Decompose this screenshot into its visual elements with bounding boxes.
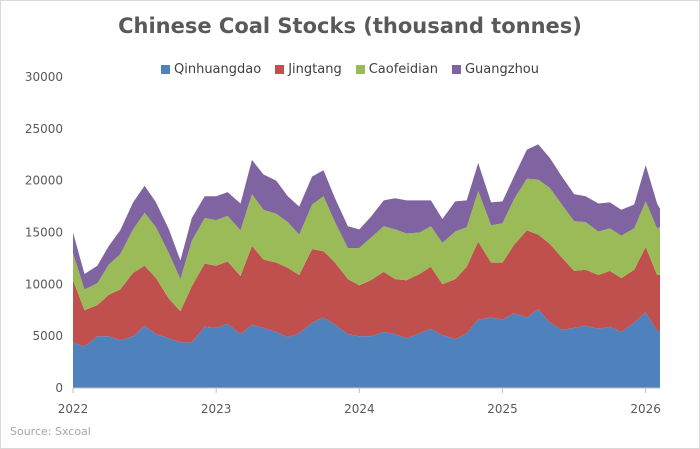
legend-swatch-guangzhou <box>451 65 461 74</box>
legend-item-guangzhou: Guangzhou <box>451 62 539 77</box>
y-tick-label: 0 <box>55 381 63 395</box>
chart-title: Chinese Coal Stocks (thousand tonnes) <box>118 14 582 38</box>
y-tick-label: 10000 <box>25 277 63 291</box>
x-tick-label: 2025 <box>487 402 518 416</box>
y-tick-label: 15000 <box>25 226 63 240</box>
y-tick-label: 20000 <box>25 174 63 188</box>
legend-swatch-jingtang <box>275 65 285 74</box>
area-caofeidian <box>73 178 660 312</box>
y-tick-label: 25000 <box>25 122 63 136</box>
y-tick-label: 30000 <box>25 70 63 84</box>
legend-item-qinhuangdao: Qinhuangdao <box>161 62 261 77</box>
source-note: Source: Sxcoal <box>10 425 91 438</box>
area-jingtang <box>73 230 660 347</box>
legend-swatch-qinhuangdao <box>161 65 170 74</box>
legend-label-caofeidian: Caofeidian <box>368 62 438 77</box>
legend-label-jingtang: Jingtang <box>288 62 342 77</box>
x-tick-label: 2023 <box>201 402 232 416</box>
x-tick-label: 2022 <box>58 402 89 416</box>
area-guangzhou <box>73 144 660 290</box>
legend: Qinhuangdao Jingtang Caofeidian Guangzho… <box>0 62 700 77</box>
legend-swatch-caofeidian <box>355 65 365 74</box>
legend-label-qinhuangdao: Qinhuangdao <box>174 62 262 77</box>
area-qinhuangdao <box>73 309 660 388</box>
legend-item-jingtang: Jingtang <box>275 62 342 77</box>
x-tick-label: 2024 <box>344 402 375 416</box>
legend-label-guangzhou: Guangzhou <box>464 62 539 77</box>
y-tick-label: 5000 <box>32 329 63 343</box>
legend-item-caofeidian: Caofeidian <box>355 62 438 77</box>
x-tick-label: 2026 <box>630 402 661 416</box>
